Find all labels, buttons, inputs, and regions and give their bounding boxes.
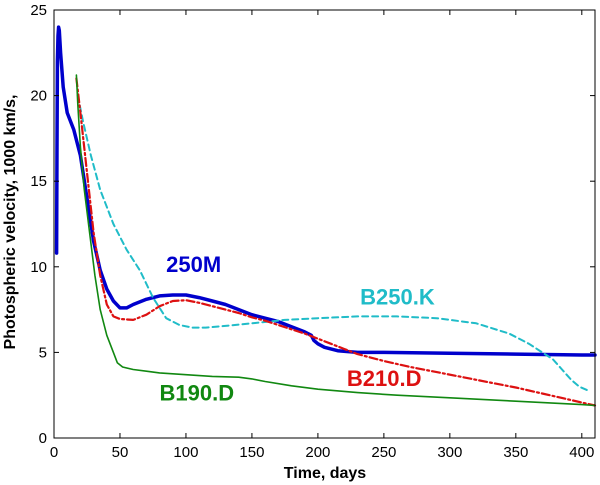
annotation-layer: 250M B250.K B210.D B190.D: [160, 252, 435, 405]
y-axis-label: Photospheric velocity, 1000 km/s,: [2, 95, 19, 350]
x-tick-label: 150: [239, 444, 264, 461]
series-line-b250-k: [76, 94, 589, 392]
annotation-250m: 250M: [166, 252, 221, 277]
x-tick-label: 400: [569, 444, 594, 461]
y-tick-label: 15: [30, 173, 47, 190]
annotation-b250-k: B250.K: [360, 284, 435, 309]
series-line-250m: [54, 25, 597, 357]
series-line-b190-d: [75, 74, 596, 407]
annotation-b210-d: B210.D: [347, 366, 422, 391]
plot-frame: [53, 9, 596, 439]
x-tick-label: 0: [50, 444, 58, 461]
x-tick-label: 50: [112, 444, 129, 461]
series-layer: [54, 25, 597, 407]
x-axis-label: Time, days: [284, 465, 367, 482]
y-tick-label: 0: [39, 430, 47, 447]
annotation-b190-d: B190.D: [160, 380, 235, 405]
y-tick-label: 5: [39, 344, 47, 361]
y-tick-label: 20: [30, 88, 47, 105]
series-line-b210-d: [75, 77, 597, 407]
x-tick-label: 350: [503, 444, 528, 461]
y-tick-label: 10: [30, 259, 47, 276]
x-tick-label: 250: [371, 444, 396, 461]
x-tick-label: 200: [305, 444, 330, 461]
tick-layer: 0 50 100 150 200 250 300 350 400 0 5 10 15 20 25: [30, 2, 595, 461]
y-tick-label: 25: [30, 2, 47, 19]
x-tick-label: 100: [173, 444, 198, 461]
x-tick-label: 300: [437, 444, 462, 461]
